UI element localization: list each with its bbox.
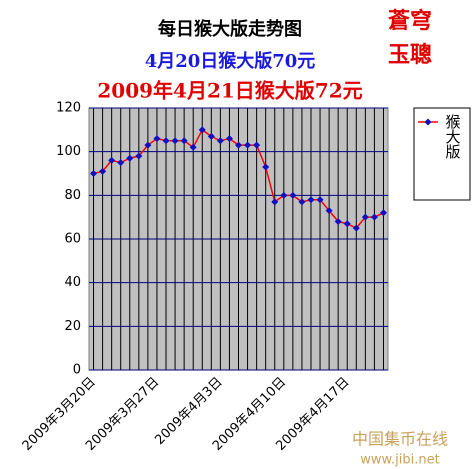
y-tick-label: 100 [56,144,81,159]
data-point [244,141,252,149]
data-point [316,196,324,204]
data-point [307,196,315,204]
data-point [90,170,98,177]
data-point [117,159,125,167]
data-point [207,132,215,140]
y-tick-label: 40 [64,275,81,290]
subtitle: 2009年4月21日猴大版72元 [97,79,362,103]
watermark: 中国集币在线 [352,430,448,449]
data-point [144,141,152,149]
data-point [198,126,206,134]
data-point [379,209,387,217]
stamp-text: 玉聰 [388,42,432,68]
y-tick-label: 0 [73,363,81,378]
legend-marker [424,118,432,126]
data-point [271,198,279,206]
legend-box [413,107,471,201]
data-point [334,218,342,226]
legend-label: 猴大版 [444,114,462,160]
data-point [361,213,369,221]
data-point [171,137,179,145]
data-point [253,141,261,149]
data-point [325,207,333,215]
data-point [262,163,270,171]
y-tick-label: 60 [64,232,81,247]
data-point [216,137,224,145]
data-point [298,198,306,206]
data-point [343,220,351,228]
data-point [289,191,297,199]
data-point [235,141,242,149]
data-point [189,143,197,151]
stamp-text: 蒼穹 [388,8,432,34]
data-point [280,191,288,199]
y-tick-label: 120 [56,101,81,116]
chart-title: 每日猴大版走势图 [158,18,302,40]
data-point [162,137,170,145]
data-point [153,135,161,143]
data-point [225,135,233,143]
data-point [99,167,107,175]
subtitle: 4月20日猴大版70元 [145,50,316,72]
data-point [370,213,378,221]
y-tick-label: 80 [64,188,81,203]
data-point [180,137,188,145]
data-point [108,156,116,164]
data-point [352,224,360,232]
data-point [135,152,143,160]
y-tick-label: 20 [64,319,81,334]
watermark: www.jibi.net [360,453,439,468]
data-point [126,154,134,162]
